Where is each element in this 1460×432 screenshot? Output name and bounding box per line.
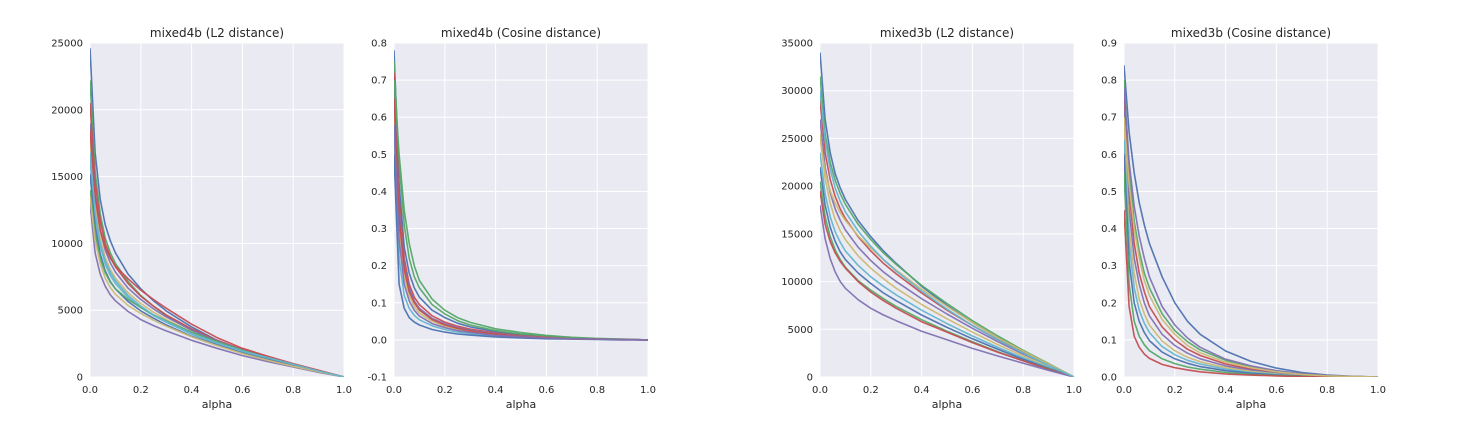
- y-tick-label: 0.8: [371, 39, 387, 50]
- series-line-10: [820, 205, 1074, 377]
- y-tick-label: 25000: [51, 39, 83, 50]
- series-group: [394, 50, 648, 341]
- y-tick-label: 0.0: [371, 335, 387, 346]
- series-line-4: [820, 119, 1074, 377]
- x-tick-label: 0.4: [488, 385, 504, 396]
- y-tick-label: 0: [807, 373, 813, 384]
- series-group: [90, 48, 344, 377]
- y-tick-label: 0.3: [371, 224, 387, 235]
- series-line-5: [820, 133, 1074, 377]
- x-tick-label: 1.0: [640, 385, 656, 396]
- y-tick-label: 0.0: [1101, 373, 1117, 384]
- series-line-2: [820, 76, 1074, 377]
- series-line-12: [90, 152, 344, 377]
- y-tick-label: -0.1: [367, 373, 387, 384]
- x-tick-label: 0.6: [538, 385, 554, 396]
- y-tick-label: 0.5: [1101, 187, 1117, 198]
- x-tick-label: 0.2: [1167, 385, 1183, 396]
- y-tick-label: 20000: [51, 105, 83, 116]
- x-tick-label: 0.8: [1319, 385, 1335, 396]
- plot-area: [394, 43, 648, 377]
- series-line-6: [820, 152, 1074, 377]
- x-tick-label: 0.8: [285, 385, 301, 396]
- series-group: [820, 52, 1074, 377]
- chart-title: mixed3b (L2 distance): [880, 26, 1014, 40]
- y-tick-label: 0.9: [1101, 39, 1117, 50]
- x-tick-label: 1.0: [1066, 385, 1082, 396]
- x-axis-label: alpha: [1236, 398, 1267, 411]
- series-line-1: [1124, 65, 1378, 377]
- y-tick-label: 0.2: [1101, 298, 1117, 309]
- chart-panel-mixed4b-cosine: 0.0 0.2 0.4 0.6 0.8 1.0-0.10.00.10.20.30.40.5…: [367, 26, 655, 411]
- x-tick-label: 1.0: [1370, 385, 1386, 396]
- y-tick-label: 0.1: [1101, 335, 1117, 346]
- series-line-9: [90, 129, 344, 377]
- y-tick-label: 30000: [781, 86, 813, 97]
- y-tick-label: 10000: [51, 239, 83, 250]
- y-tick-label: 0.4: [1101, 224, 1117, 235]
- x-tick-label: 0.0: [1116, 385, 1132, 396]
- x-tick-label: 0.6: [964, 385, 980, 396]
- x-tick-label: 0.2: [863, 385, 879, 396]
- x-tick-label: 0.2: [437, 385, 453, 396]
- series-line-11: [90, 196, 344, 377]
- x-tick-label: 0.2: [133, 385, 149, 396]
- plot-area: [90, 43, 344, 377]
- x-axis-label: alpha: [202, 398, 233, 411]
- series-line-7: [820, 166, 1074, 377]
- chart-panel-mixed4b-l2: 0.0 0.2 0.4 0.6 0.8 1.0 0 5000 10000 15000 20000 25…: [51, 26, 352, 411]
- y-tick-label: 0.7: [1101, 113, 1117, 124]
- y-tick-label: 0.8: [1101, 76, 1117, 87]
- y-tick-label: 0.4: [371, 187, 387, 198]
- x-tick-label: 0.4: [1218, 385, 1234, 396]
- y-tick-label: 15000: [51, 172, 83, 183]
- series-line-8: [394, 80, 648, 341]
- chart-panel-mixed3b-cosine: 0.0 0.2 0.4 0.6 0.8 1.0 0.0 0.1 0.2 0.3 0.4 0.5 0.6 0…: [1101, 26, 1386, 411]
- series-line-10: [90, 203, 344, 377]
- y-tick-label: 0.5: [371, 150, 387, 161]
- y-tick-label: 15000: [781, 229, 813, 240]
- y-tick-label: 25000: [781, 134, 813, 145]
- series-line-10: [394, 124, 648, 341]
- y-tick-label: 0.7: [371, 76, 387, 87]
- series-group: [1124, 65, 1378, 377]
- y-tick-label: 0.6: [371, 113, 387, 124]
- y-tick-label: 0: [77, 373, 83, 384]
- x-tick-label: 0.8: [1015, 385, 1031, 396]
- chart-panel-mixed3b-l2: 0.0 0.2 0.4 0.6 0.8 1.0 0 5000 10000 15000 20000 25…: [781, 26, 1082, 411]
- x-tick-label: 0.0: [812, 385, 828, 396]
- plot-area: [820, 43, 1074, 377]
- y-tick-label: 20000: [781, 182, 813, 193]
- x-tick-label: 0.0: [386, 385, 402, 396]
- x-axis-label: alpha: [932, 398, 963, 411]
- series-line-12: [820, 90, 1074, 377]
- chart-title: mixed3b (Cosine distance): [1171, 26, 1331, 40]
- x-tick-label: 0.6: [1268, 385, 1284, 396]
- series-line-9: [1124, 209, 1378, 377]
- y-tick-label: 0.2: [371, 261, 387, 272]
- y-tick-label: 35000: [781, 39, 813, 50]
- x-tick-label: 1.0: [336, 385, 352, 396]
- plot-area: [1124, 43, 1378, 377]
- y-tick-label: 0.1: [371, 298, 387, 309]
- series-line-11: [1124, 117, 1378, 377]
- x-tick-label: 0.4: [184, 385, 200, 396]
- y-tick-label: 0.6: [1101, 150, 1117, 161]
- series-line-9: [820, 190, 1074, 377]
- chart-title: mixed4b (Cosine distance): [441, 26, 601, 40]
- y-tick-label: 0.3: [1101, 261, 1117, 272]
- x-tick-label: 0.6: [234, 385, 250, 396]
- chart-title: mixed4b (L2 distance): [150, 26, 284, 40]
- x-axis-label: alpha: [506, 398, 537, 411]
- x-tick-label: 0.4: [914, 385, 930, 396]
- x-tick-label: 0.8: [589, 385, 605, 396]
- y-tick-label: 10000: [781, 277, 813, 288]
- y-tick-label: 5000: [788, 325, 813, 336]
- x-tick-label: 0.0: [82, 385, 98, 396]
- y-tick-label: 5000: [58, 306, 83, 317]
